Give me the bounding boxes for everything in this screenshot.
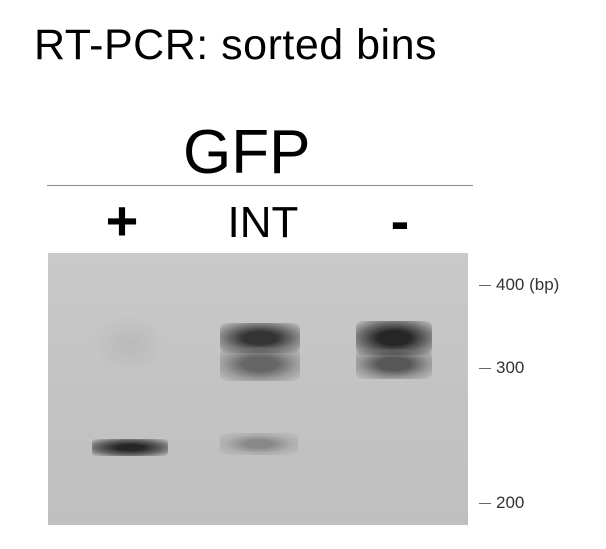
lane-neg-smear	[356, 349, 432, 379]
header-divider	[47, 185, 473, 186]
lane-plus-faint-smear	[92, 313, 166, 373]
marker-300bp: 300	[479, 359, 524, 376]
marker-tick	[479, 285, 491, 287]
marker-tick	[479, 368, 491, 370]
lane-int-lower-band	[220, 433, 298, 455]
lane-int-smear	[220, 347, 300, 381]
marker-label-300: 300	[496, 358, 525, 377]
marker-label-200: 200	[496, 493, 525, 512]
gel-image	[48, 253, 468, 525]
gene-label: GFP	[183, 118, 311, 187]
lane-plus-band	[92, 439, 168, 456]
figure-title: RT-PCR: sorted bins	[34, 21, 438, 69]
lane-label-neg: -	[390, 189, 410, 252]
marker-200bp: 200	[479, 494, 524, 511]
marker-400bp: 400 (bp)	[479, 276, 559, 293]
marker-label-400: 400 (bp)	[496, 275, 560, 294]
marker-tick	[479, 503, 491, 505]
lane-label-plus: +	[105, 189, 139, 252]
lane-label-int: INT	[227, 198, 299, 247]
